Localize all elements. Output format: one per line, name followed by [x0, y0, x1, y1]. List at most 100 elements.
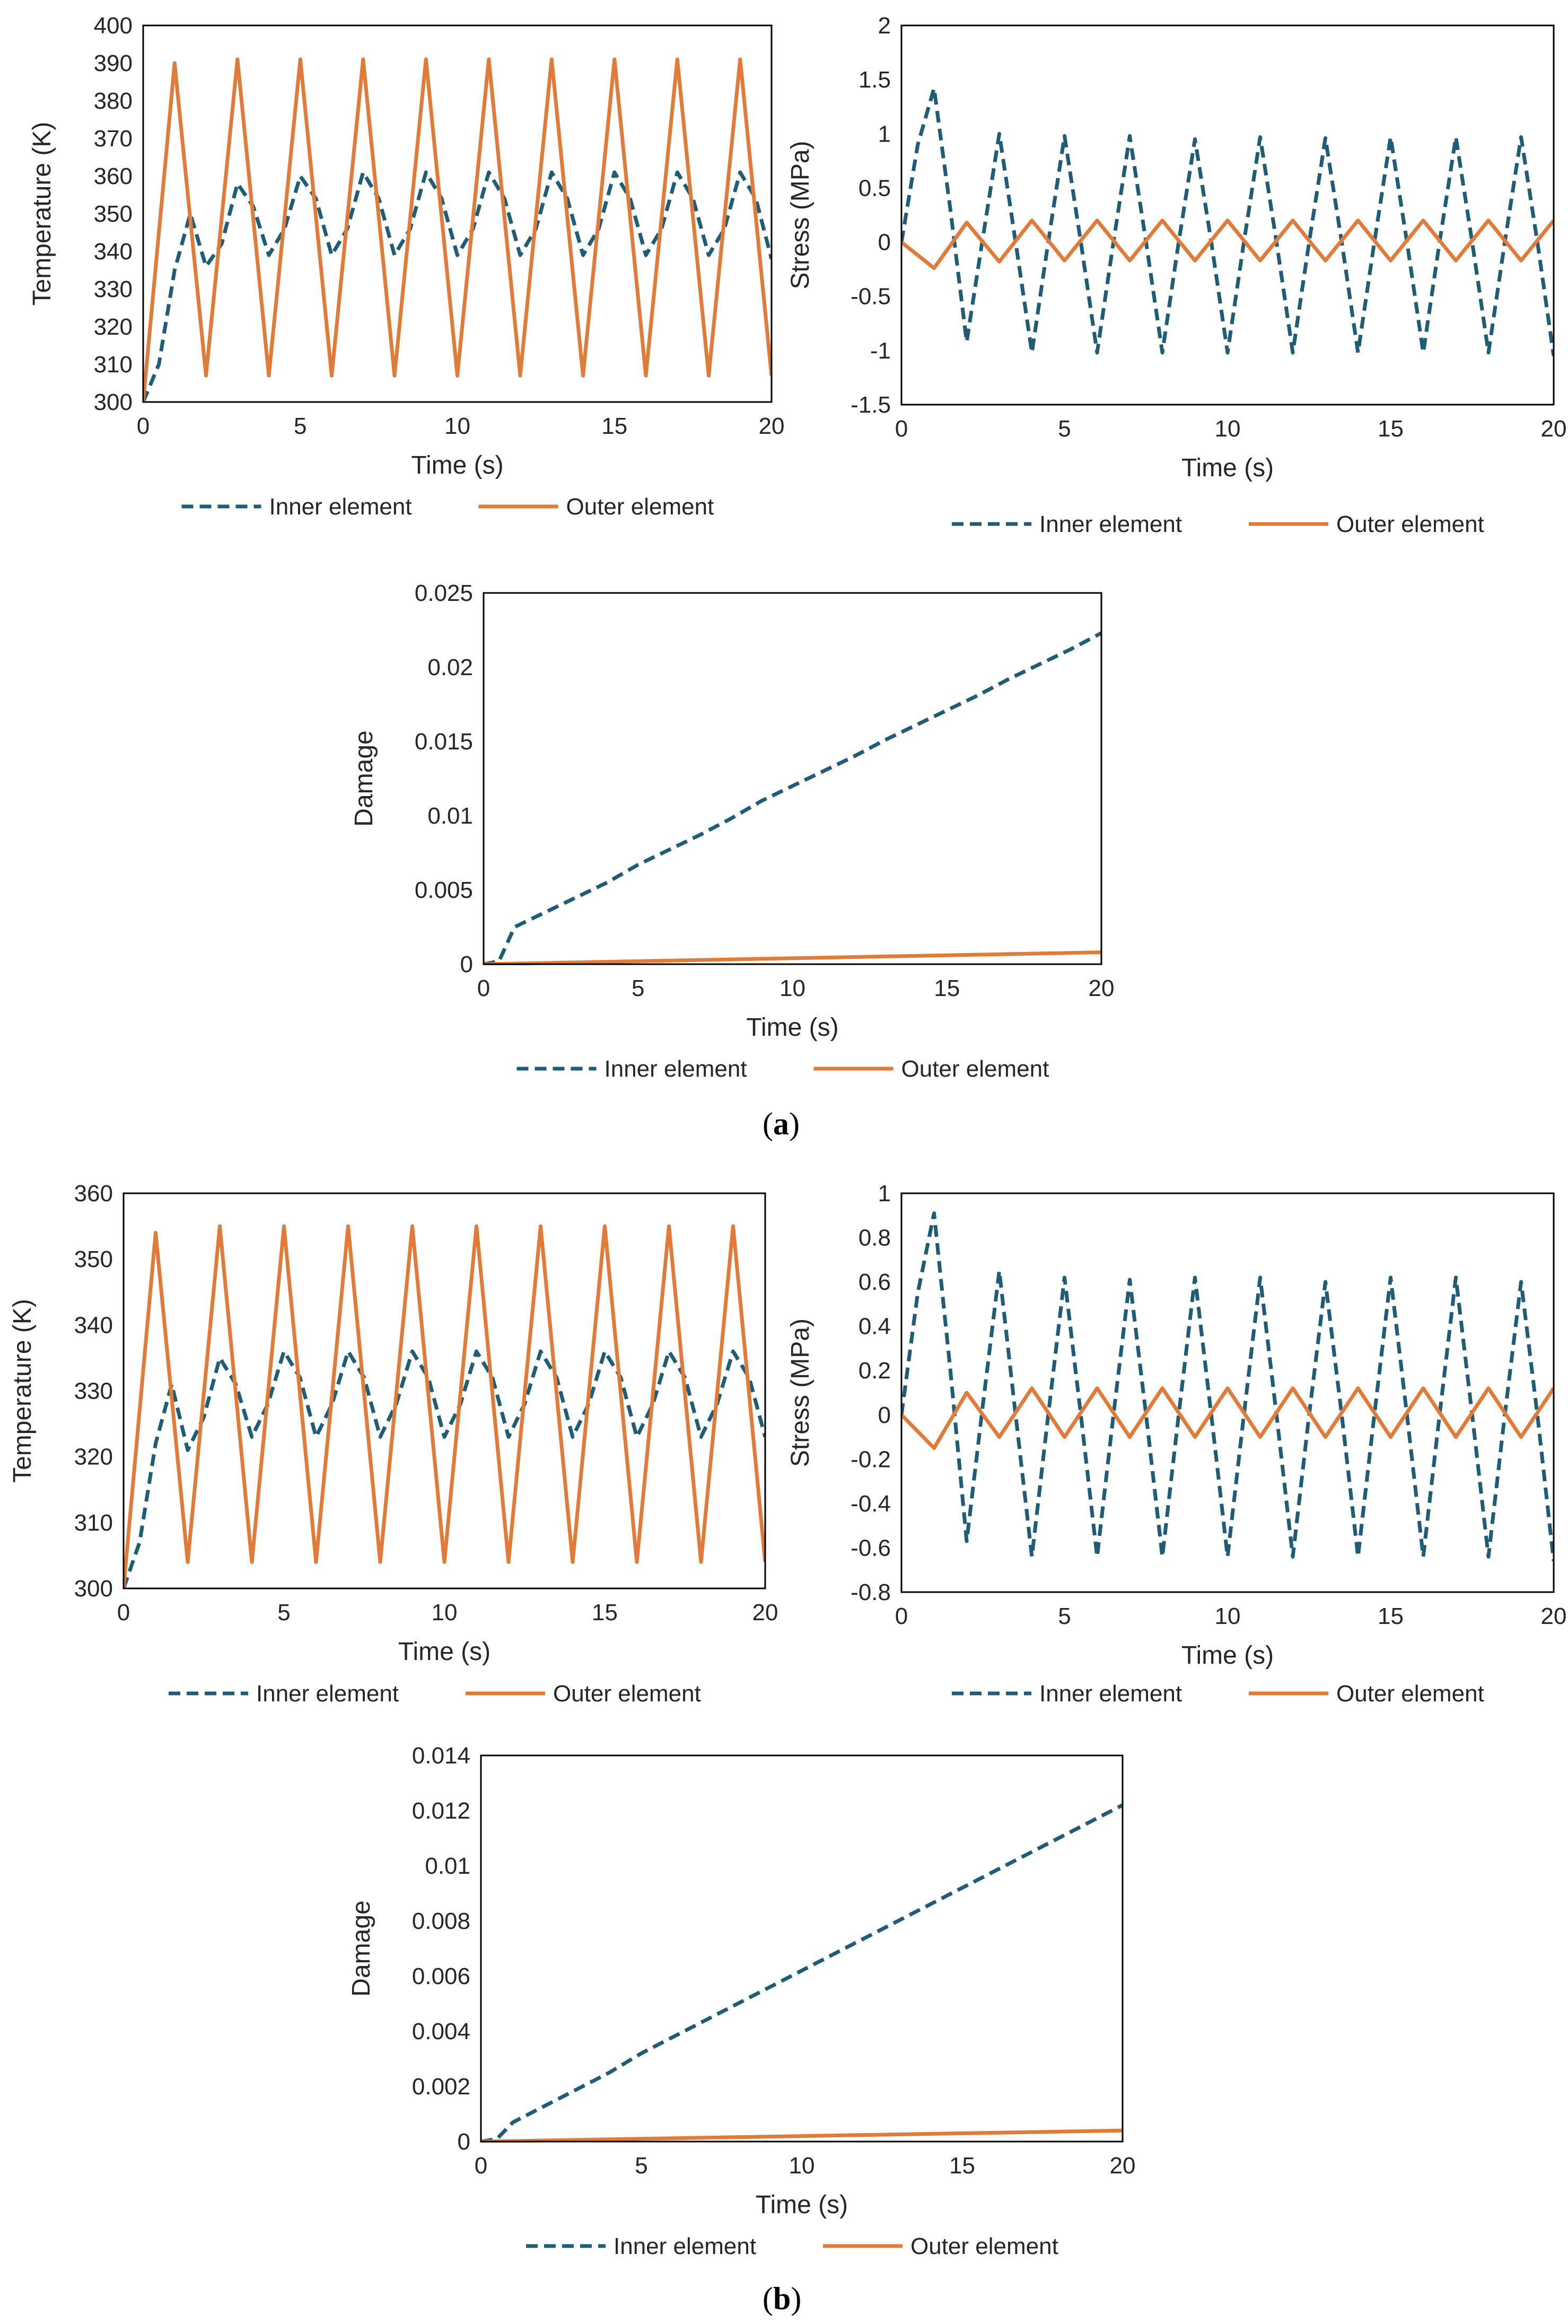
- legend-outer-label: Outer element: [1336, 511, 1484, 537]
- y-axis-label: Stress (MPa): [786, 1318, 814, 1467]
- y-tick-label: 0.012: [412, 1798, 470, 1824]
- y-tick-label: 0.01: [427, 803, 473, 829]
- y-tick-label: 0.005: [415, 877, 473, 903]
- x-tick-label: 20: [752, 1600, 778, 1626]
- y-axis-label: Temperature (K): [8, 1299, 37, 1483]
- panel-label-a: (a): [763, 1106, 800, 1141]
- chart-a_temperature: 0 5 10 15 20 300 310 320 330 340 350 360 370 380 390 40…: [28, 13, 784, 520]
- x-tick-label: 15: [592, 1600, 618, 1626]
- y-tick-label: 0.015: [415, 729, 473, 755]
- series-inner-line: [901, 1211, 1554, 1561]
- y-tick-label: 0.025: [415, 580, 473, 606]
- y-tick-label: 320: [94, 314, 133, 340]
- y-tick-label: 350: [94, 201, 133, 227]
- x-tick-label: 5: [294, 413, 306, 439]
- plot-frame: [480, 1754, 1124, 2143]
- x-tick-label: 20: [1541, 1603, 1567, 1629]
- x-tick-label: 0: [137, 413, 150, 439]
- x-tick-label: 15: [934, 975, 960, 1001]
- legend-inner-label: Inner element: [605, 1056, 747, 1082]
- x-tick-label: 20: [759, 413, 785, 439]
- y-tick-label: 0.004: [412, 2019, 470, 2045]
- y-tick-label: -0.5: [851, 284, 891, 310]
- series-outer-line: [481, 2128, 1123, 2143]
- legend-inner-label: Inner element: [614, 2233, 756, 2259]
- series-outer-line: [901, 1386, 1554, 1450]
- legend-inner-label: Inner element: [269, 494, 412, 520]
- y-tick-label: 310: [74, 1510, 113, 1536]
- x-tick-label: 10: [1215, 416, 1241, 442]
- chart-a_damage: 0 5 10 15 20 0 0.005 0.01 0.015 0.02 0.025 Time (s)…: [350, 580, 1114, 1082]
- x-tick-label: 15: [949, 2153, 975, 2179]
- legend-outer-label: Outer element: [553, 1681, 701, 1707]
- y-tick-label: 1.5: [859, 67, 891, 93]
- y-tick-label: 300: [94, 389, 133, 415]
- x-tick-label: 0: [477, 975, 490, 1001]
- x-tick-label: 5: [632, 975, 644, 1001]
- y-tick-label: 0: [458, 2129, 470, 2155]
- plot-frame: [900, 24, 1555, 406]
- legend: Inner element Outer element: [169, 1681, 701, 1707]
- plot-frame: [142, 24, 773, 403]
- y-tick-label: 340: [74, 1312, 113, 1338]
- x-tick-label: 0: [895, 416, 908, 442]
- y-tick-label: -0.4: [851, 1491, 891, 1517]
- plot-frame: [900, 1192, 1555, 1593]
- y-tick-label: 380: [94, 88, 133, 114]
- x-tick-label: 15: [1378, 416, 1404, 442]
- y-tick-label: 0.002: [412, 2074, 470, 2100]
- y-axis-label: Damage: [350, 730, 378, 826]
- y-tick-label: 350: [74, 1246, 113, 1272]
- x-axis-label: Time (s): [398, 1638, 490, 1666]
- panel-label-b: (b): [763, 2281, 802, 2316]
- legend-inner-label: Inner element: [256, 1681, 399, 1707]
- series-inner-line: [124, 1349, 765, 1589]
- chart-b_stress: 0 5 10 15 20 -0.8 -0.6 -0.4 -0.2 0 0.2 0.4 0.6 0.8 1 Ti…: [786, 1181, 1566, 1707]
- x-axis-label: Time (s): [756, 2191, 848, 2219]
- y-tick-label: 0.008: [412, 1908, 470, 1934]
- x-tick-label: 5: [635, 2153, 647, 2179]
- y-tick-label: 330: [94, 276, 133, 302]
- x-tick-label: 10: [432, 1600, 458, 1626]
- legend: Inner element Outer element: [952, 1681, 1484, 1707]
- y-tick-label: -1.5: [851, 392, 891, 418]
- y-tick-label: 0: [460, 951, 473, 977]
- series-inner-line: [484, 631, 1101, 965]
- y-tick-label: 320: [74, 1444, 113, 1470]
- y-tick-label: 0.006: [412, 1963, 470, 1989]
- legend-inner-label: Inner element: [1039, 1681, 1182, 1707]
- x-tick-label: 0: [117, 1600, 130, 1626]
- x-tick-label: 5: [277, 1600, 290, 1626]
- legend: Inner element Outer element: [952, 511, 1484, 537]
- y-tick-label: 370: [94, 126, 133, 152]
- x-tick-label: 10: [1215, 1603, 1241, 1629]
- y-axis-label: Stress (MPa): [786, 141, 814, 289]
- y-tick-label: 360: [94, 163, 133, 189]
- y-tick-label: 2: [878, 13, 891, 39]
- plot-frame: [122, 1192, 766, 1589]
- x-tick-label: 0: [475, 2153, 487, 2179]
- y-tick-label: 0.6: [859, 1269, 891, 1295]
- x-tick-label: 15: [1378, 1603, 1404, 1629]
- chart-b_temperature: 0 5 10 15 20 300 310 320 330 340 350 360 Time (s) Tem…: [8, 1181, 778, 1707]
- legend-outer-label: Outer element: [1336, 1681, 1484, 1707]
- y-tick-label: -0.2: [851, 1446, 891, 1472]
- y-tick-label: 400: [94, 13, 133, 39]
- y-tick-label: 0.2: [859, 1358, 891, 1384]
- x-tick-label: 20: [1110, 2153, 1136, 2179]
- x-axis-label: Time (s): [746, 1014, 838, 1042]
- x-axis-label: Time (s): [1181, 454, 1274, 482]
- series-outer-line: [901, 219, 1554, 270]
- legend-outer-label: Outer element: [566, 494, 714, 520]
- y-tick-label: 0.02: [427, 654, 473, 680]
- y-axis-label: Damage: [347, 1900, 375, 1996]
- y-tick-label: 0.5: [859, 175, 891, 201]
- y-tick-label: 1: [878, 1181, 891, 1207]
- y-tick-label: 0.01: [425, 1853, 470, 1879]
- y-tick-label: -0.6: [851, 1535, 891, 1561]
- legend: Inner element Outer element: [516, 1056, 1049, 1082]
- y-tick-label: 0.014: [412, 1743, 470, 1769]
- y-tick-label: 0: [878, 1402, 891, 1428]
- x-tick-label: 0: [895, 1603, 908, 1629]
- y-tick-label: 330: [74, 1378, 113, 1404]
